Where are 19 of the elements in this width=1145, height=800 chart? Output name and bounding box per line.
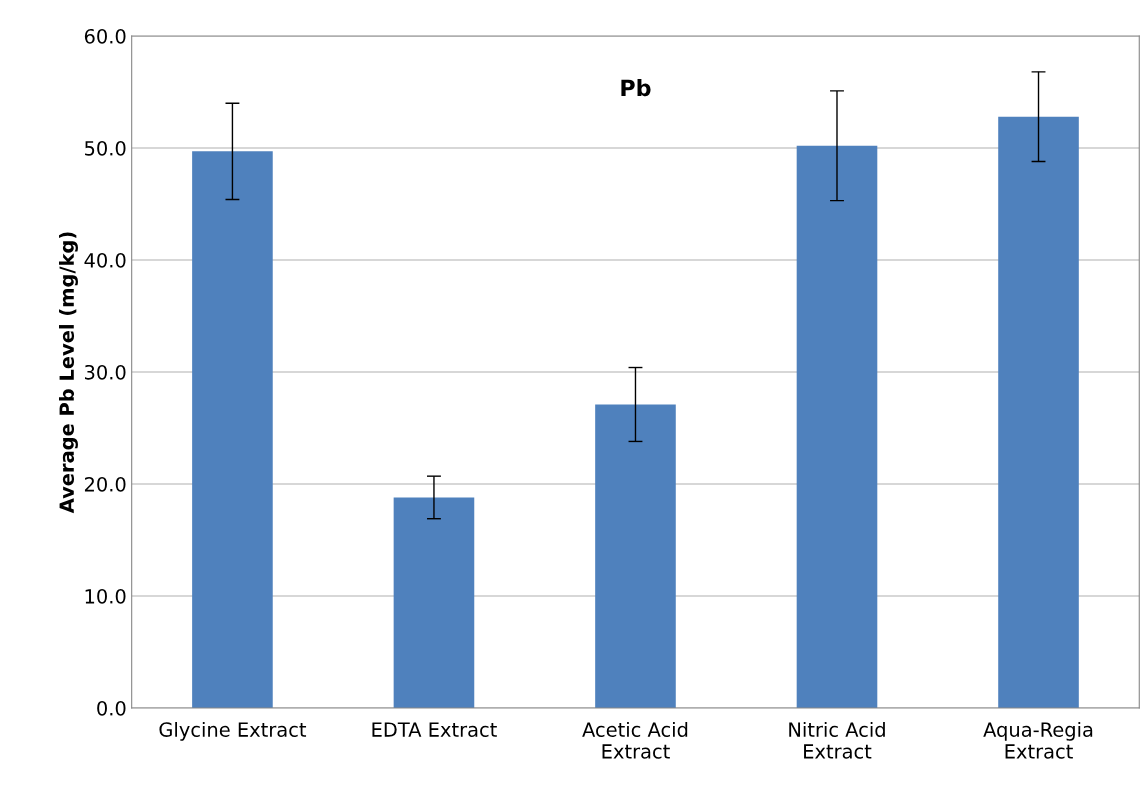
x-tick-label: EDTA Extract: [372, 722, 497, 737]
y-tick-label: 10.0: [85, 588, 126, 604]
bar: [796, 145, 878, 708]
bar: [393, 497, 475, 708]
bar: [595, 404, 676, 708]
x-tick-label: Acetic Acid Extract: [582, 721, 688, 759]
x-tick-label: Glycine Extract: [159, 721, 307, 741]
x-tick-label: Nitric Acid Extract: [789, 721, 885, 759]
y-tick-label: 50.0: [85, 140, 126, 156]
text: Pb: [621, 79, 651, 97]
y-tick-label: 0.0: [97, 700, 126, 716]
y-tick-label: 20.0: [84, 476, 126, 492]
x-tick-label: Aqua-Regia Extract: [983, 721, 1093, 759]
y-tick-label: 60.0: [84, 28, 126, 44]
y-axis-title: Average Pb Level (mg/kg): [58, 232, 78, 514]
y-tick-label: 40.0: [84, 252, 126, 268]
bar: [192, 151, 273, 708]
y-tick-label: 30.0: [85, 364, 126, 380]
bar: [998, 116, 1079, 708]
